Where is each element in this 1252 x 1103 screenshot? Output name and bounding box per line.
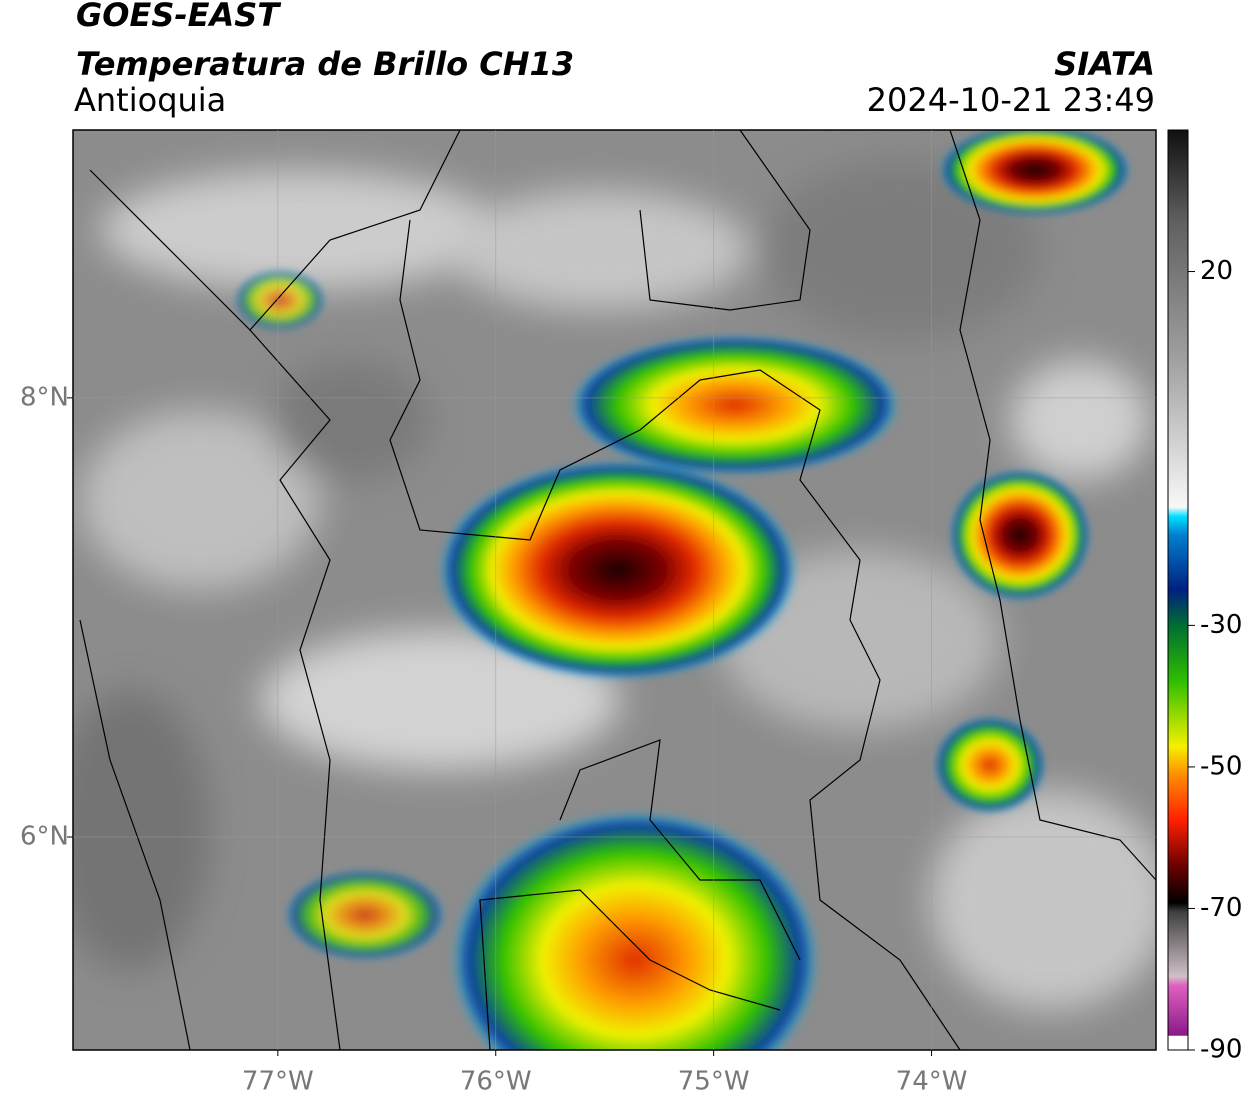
region: Antioquia xyxy=(74,81,226,119)
lon-tick-label: 75°W xyxy=(678,1067,750,1097)
subtitle: Temperatura de Brillo CH13 xyxy=(76,45,574,83)
map-frame xyxy=(72,129,1157,1051)
colorbar xyxy=(1167,129,1189,1051)
lat-tick-label: 8°N xyxy=(20,382,69,412)
lat-tick-label: 6°N xyxy=(20,822,69,852)
colorbar-label: -90 xyxy=(1200,1035,1242,1065)
lon-tick-label: 74°W xyxy=(896,1067,968,1097)
borders xyxy=(79,130,1156,1050)
colorbar-label: -50 xyxy=(1200,751,1242,781)
colorbar-label: 20 xyxy=(1200,256,1233,286)
lon-tick-label: 77°W xyxy=(242,1067,314,1097)
title: GOES-EAST xyxy=(76,0,281,34)
satellite-image xyxy=(73,130,1156,1050)
lon-tick-label: 76°W xyxy=(460,1067,532,1097)
source: SIATA xyxy=(1054,45,1155,83)
colorbar-label: -30 xyxy=(1200,610,1242,640)
datetime: 2024-10-21 23:49 xyxy=(867,81,1155,119)
colorbar-label: -70 xyxy=(1200,893,1242,923)
